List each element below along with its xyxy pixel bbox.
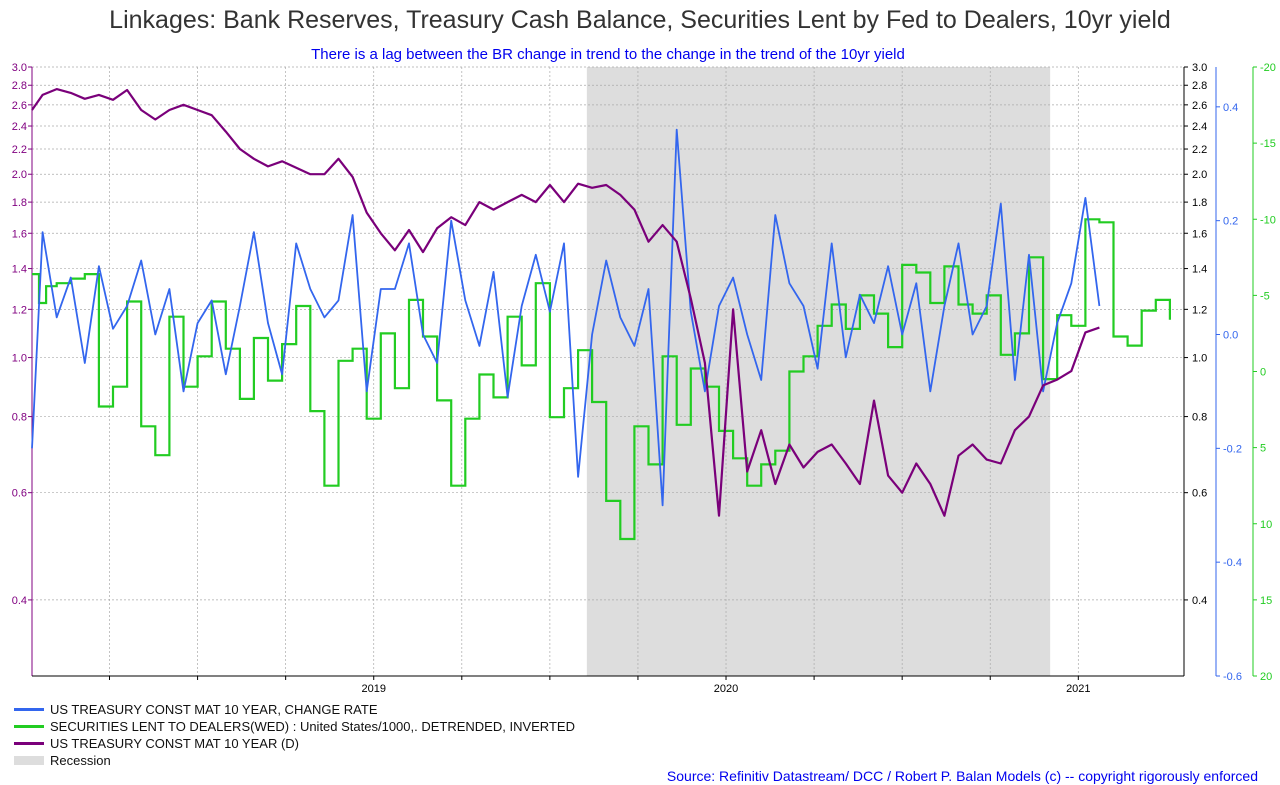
left-axis-tick-label: 2.8: [12, 80, 27, 92]
left-axis-tick-label: 1.8: [12, 197, 27, 209]
recession-band-group: [586, 67, 1051, 676]
legend-swatch-securities: [14, 725, 44, 728]
legend: US TREASURY CONST MAT 10 YEAR, CHANGE RA…: [14, 701, 575, 769]
right-axis-tick-label: 2.6: [1192, 100, 1207, 112]
green-axis-tick-label: 10: [1260, 519, 1272, 531]
recession-band: [586, 67, 1051, 676]
x-axis-tick-label: 2019: [361, 683, 385, 695]
legend-label-change-rate: US TREASURY CONST MAT 10 YEAR, CHANGE RA…: [50, 702, 378, 717]
right-axis-tick-label: 0.6: [1192, 488, 1207, 500]
chart-title: Linkages: Bank Reserves, Treasury Cash B…: [109, 6, 1171, 34]
legend-label-yield: US TREASURY CONST MAT 10 YEAR (D): [50, 736, 299, 751]
axes: 3.0 3.0 2.8 2.8 2.6 2.6 2.4 2.4 2.2 2.2 2.0 2.0 1.8 1…: [12, 62, 1276, 695]
green-axis-tick-label: -10: [1260, 214, 1276, 226]
left-axis-tick-label: 2.6: [12, 100, 27, 112]
legend-item-recession: Recession: [14, 752, 575, 769]
right-axis-tick-label: 3.0: [1192, 62, 1207, 74]
right-axis-tick-label: 2.2: [1192, 144, 1207, 156]
x-axis-tick-label: 2021: [1066, 683, 1090, 695]
blue-axis-tick-label: -0.6: [1223, 671, 1242, 683]
green-axis-tick-label: 20: [1260, 671, 1272, 683]
green-axis-tick-label: 5: [1260, 443, 1266, 455]
right-axis-tick-label: 2.4: [1192, 121, 1207, 133]
blue-axis-tick-label: -0.2: [1223, 443, 1242, 455]
right-axis-tick-label: 0.8: [1192, 412, 1207, 424]
left-axis-tick-label: 0.8: [12, 412, 27, 424]
left-axis-tick-label: 1.6: [12, 228, 27, 240]
blue-axis-tick-label: 0.4: [1223, 102, 1238, 114]
right-axis-tick-label: 1.2: [1192, 304, 1207, 316]
green-axis-tick-label: -20: [1260, 62, 1276, 74]
green-axis-tick-label: -5: [1260, 290, 1270, 302]
right-axis-tick-label: 1.8: [1192, 197, 1207, 209]
left-axis-tick-label: 1.0: [12, 353, 27, 365]
right-axis-tick-label: 0.4: [1192, 595, 1207, 607]
left-axis-tick-label: 3.0: [12, 62, 27, 74]
green-axis-tick-label: -15: [1260, 138, 1276, 150]
series-line-10yr-yield: [31, 88, 1100, 517]
left-axis-tick-label: 0.4: [12, 595, 27, 607]
left-axis-tick-label: 1.2: [12, 304, 27, 316]
left-axis-tick-label: 1.4: [12, 264, 27, 276]
legend-item-securities: SECURITIES LENT TO DEALERS(WED) : United…: [14, 718, 575, 735]
legend-swatch-change-rate: [14, 708, 44, 711]
right-axis-tick-label: 1.0: [1192, 353, 1207, 365]
right-axis-tick-label: 1.4: [1192, 264, 1207, 276]
left-axis-tick-label: 2.4: [12, 121, 27, 133]
legend-swatch-recession: [14, 756, 44, 765]
chart-subtitle: There is a lag between the BR change in …: [311, 46, 905, 63]
left-axis-tick-label: 2.2: [12, 144, 27, 156]
green-axis-tick-label: 15: [1260, 595, 1272, 607]
x-axis-tick-label: 2020: [714, 683, 738, 695]
blue-axis-tick-label: -0.4: [1223, 557, 1242, 569]
right-axis-tick-label: 1.6: [1192, 228, 1207, 240]
green-axis-tick-label: 0: [1260, 367, 1266, 379]
series-line-change-rate: [31, 128, 1101, 507]
series-lines: [31, 88, 1171, 541]
right-axis-tick-label: 2.8: [1192, 80, 1207, 92]
right-axis-tick-label: 2.0: [1192, 169, 1207, 181]
left-axis-tick-label: 0.6: [12, 488, 27, 500]
blue-axis-tick-label: 0.2: [1223, 216, 1238, 228]
legend-item-yield: US TREASURY CONST MAT 10 YEAR (D): [14, 735, 575, 752]
legend-label-recession: Recession: [50, 753, 111, 768]
source-note: Source: Refinitiv Datastream/ DCC / Robe…: [666, 768, 1258, 784]
blue-axis-tick-label: 0.0: [1223, 330, 1238, 342]
legend-item-change-rate: US TREASURY CONST MAT 10 YEAR, CHANGE RA…: [14, 701, 575, 718]
legend-label-securities: SECURITIES LENT TO DEALERS(WED) : United…: [50, 719, 575, 734]
legend-swatch-yield: [14, 742, 44, 745]
left-axis-tick-label: 2.0: [12, 169, 27, 181]
